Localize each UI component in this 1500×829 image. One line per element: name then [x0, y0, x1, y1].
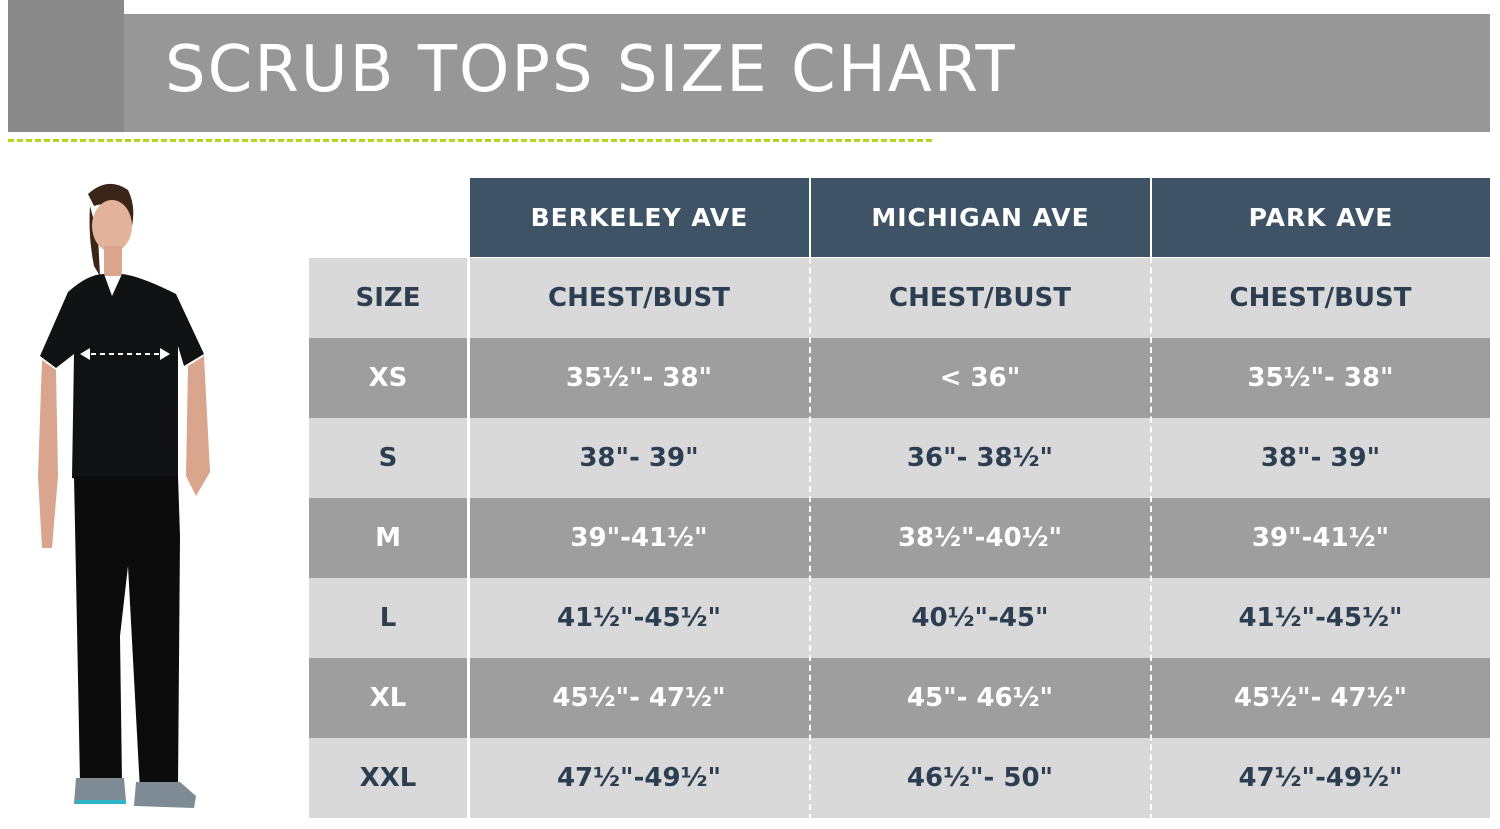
michigan-value: 36"- 38½" [906, 443, 1054, 473]
park-value: 41½"-45½" [1238, 603, 1403, 633]
berkeley-value: 45½"- 47½" [552, 683, 726, 713]
size-column-separator [467, 257, 470, 820]
table-row: L 41½"-45½" 40½"-45" 41½"-45½" [309, 578, 1490, 658]
michigan-value: 40½"-45" [911, 603, 1049, 633]
size-cell: XL [369, 683, 407, 713]
column-header-row: SIZE CHEST/BUST CHEST/BUST CHEST/BUST [309, 258, 1490, 338]
michigan-value: 38½"-40½" [897, 523, 1063, 553]
brand-header-park-ave: PARK AVE [1152, 178, 1490, 257]
berkeley-value: 47½"-49½" [556, 763, 722, 793]
berkeley-value: 41½"-45½" [556, 603, 722, 633]
column-separator-dashed [809, 178, 811, 820]
table-row: XS 35½"- 38" < 36" 35½"- 38" [309, 338, 1490, 418]
michigan-value: 45"- 46½" [906, 683, 1054, 713]
michigan-value: < 36" [939, 363, 1021, 393]
table-row: S 38"- 39" 36"- 38½" 38"- 39" [309, 418, 1490, 498]
size-cell: XS [368, 363, 408, 393]
brand-header-berkeley-ave: BERKELEY AVE [470, 178, 809, 257]
park-value: 39"-41½" [1251, 523, 1390, 553]
table-row: XXL 47½"-49½" 46½"- 50" 47½"-49½" [309, 738, 1490, 818]
size-column-header: SIZE [355, 283, 421, 313]
berkeley-value: 38"- 39" [579, 443, 699, 473]
accent-dashed-divider [8, 139, 932, 142]
size-cell: M [375, 523, 401, 553]
park-value: 45½"- 47½" [1233, 683, 1408, 713]
size-cell: XXL [359, 763, 417, 793]
size-cell: S [378, 443, 398, 473]
berkeley-value: 35½"- 38" [565, 363, 713, 393]
banner-accent-block [8, 0, 124, 132]
brand-header-michigan-ave: MICHIGAN AVE [811, 178, 1150, 257]
model-figure-illustration [38, 183, 210, 808]
title-banner [8, 14, 1490, 132]
chest-bust-header-berkeley: CHEST/BUST [548, 283, 730, 313]
chest-bust-header-park: CHEST/BUST [1229, 283, 1412, 313]
size-cell: L [379, 603, 397, 633]
table-row: XL 45½"- 47½" 45"- 46½" 45½"- 47½" [309, 658, 1490, 738]
berkeley-value: 39"-41½" [570, 523, 708, 553]
park-value: 47½"-49½" [1238, 763, 1403, 793]
park-value: 35½"- 38" [1247, 363, 1394, 393]
table-row: M 39"-41½" 38½"-40½" 39"-41½" [309, 498, 1490, 578]
michigan-value: 46½"- 50" [906, 763, 1054, 793]
chest-bust-header-michigan: CHEST/BUST [889, 283, 1071, 313]
page-title: SCRUB TOPS SIZE CHART [165, 33, 1017, 107]
column-separator-dashed [1150, 178, 1152, 820]
park-value: 38"- 39" [1260, 443, 1381, 473]
